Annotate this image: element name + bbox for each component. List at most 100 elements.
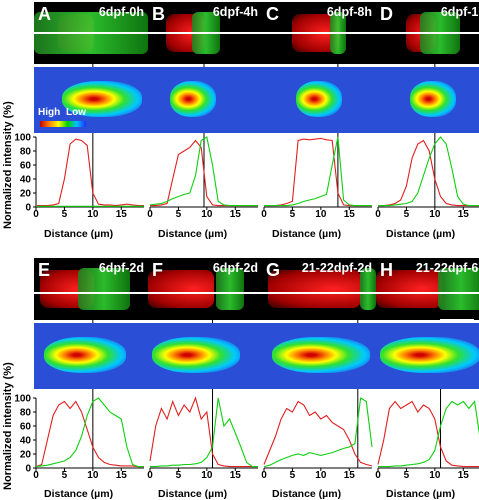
y-tick-label: 40 — [20, 175, 32, 186]
y-axis-label: Normalized intensity (%) — [2, 101, 14, 229]
x-tick-label: 0 — [147, 470, 153, 481]
x-tick-label: 15 — [458, 470, 470, 481]
red-intensity-line — [264, 137, 372, 207]
green-intensity-line — [263, 397, 373, 468]
red-intensity-line — [149, 396, 258, 468]
red-intensity-line — [378, 139, 479, 207]
x-axis-label: Distance (µm) — [44, 488, 114, 500]
green-intensity-line — [264, 136, 372, 207]
heatmap-signal — [380, 337, 479, 373]
y-tick-label: 100 — [14, 133, 31, 144]
y-tick-label: 100 — [14, 394, 31, 405]
red-intensity-line — [263, 400, 373, 467]
x-tick-label: 0 — [33, 470, 39, 481]
legend-high-label: High — [38, 107, 61, 118]
x-tick-label: 10 — [315, 209, 327, 220]
heatmap-signal — [170, 81, 216, 117]
x-tick-label: 15 — [344, 209, 356, 220]
x-axis-label: Distance (µm) — [386, 228, 456, 240]
x-tick-label: 10 — [201, 470, 213, 481]
profile-line — [376, 292, 479, 294]
red-intensity-line — [35, 400, 144, 468]
y-tick-label: 60 — [20, 161, 32, 172]
x-tick-label: 5 — [176, 470, 182, 481]
fluorescence-image: B 6dpf-4h — [148, 2, 262, 64]
fluorescence-image: C 6dpf-8h — [262, 2, 376, 64]
fluorescence-image: E 6dpf-2d — [34, 258, 148, 320]
y-axis-label: Normalized intensity (%) — [2, 362, 14, 490]
y-tick-label: 40 — [20, 436, 32, 447]
red-signal — [268, 270, 361, 308]
x-tick-label: 10 — [429, 470, 441, 481]
heatmap-color-legend — [40, 121, 86, 127]
x-tick-label: 5 — [290, 470, 296, 481]
x-tick-label: 5 — [404, 209, 410, 220]
profile-line — [148, 292, 262, 294]
panel-title: 6dpf-2d — [212, 261, 258, 275]
x-axis-label: Distance (µm) — [158, 228, 228, 240]
panel-title: 6dpf-1d — [440, 5, 479, 19]
panel-label: A — [38, 4, 51, 24]
heatmap-image: High Low — [34, 67, 148, 133]
heatmap-image — [376, 67, 479, 133]
y-tick-label: 0 — [25, 464, 31, 475]
green-signal — [360, 268, 376, 310]
x-tick-label: 5 — [404, 470, 410, 481]
x-axis-label: Distance (µm) — [272, 488, 342, 500]
x-tick-label: 15 — [116, 470, 128, 481]
panel-label: E — [38, 260, 51, 280]
heatmap-image — [148, 323, 262, 389]
x-tick-label: 5 — [62, 209, 68, 220]
fluorescence-image: G 21-22dpf-2d — [262, 258, 376, 320]
y-tick-label: 20 — [20, 189, 32, 200]
red-signal — [148, 270, 214, 308]
heatmap-image — [148, 67, 262, 133]
panel-title: 6dpf-0h — [98, 5, 144, 19]
y-tick-label: 80 — [20, 408, 32, 419]
fluorescence-image: H 21-22dpf-6d — [376, 258, 479, 320]
green-signal — [216, 268, 244, 310]
panel-title: 6dpf-8h — [326, 5, 372, 19]
y-tick-label: 60 — [20, 422, 32, 433]
heatmap-signal — [44, 337, 126, 373]
green-intensity-line — [150, 397, 258, 468]
x-tick-label: 15 — [458, 209, 470, 220]
green-signal — [438, 268, 479, 310]
x-axis-label: Distance (µm) — [272, 228, 342, 240]
panel-title: 21-22dpf-6d — [415, 261, 479, 275]
x-tick-label: 0 — [375, 209, 381, 220]
x-tick-label: 15 — [344, 470, 356, 481]
x-axis-label: Distance (µm) — [386, 488, 456, 500]
heatmap-image — [262, 323, 376, 389]
x-tick-label: 5 — [290, 209, 296, 220]
x-tick-label: 10 — [87, 470, 99, 481]
heatmap-image — [34, 323, 148, 389]
panel-title: 21-22dpf-2d — [301, 261, 372, 275]
x-tick-label: 0 — [33, 209, 39, 220]
profile-line — [34, 292, 148, 294]
heatmap-signal — [152, 337, 240, 373]
y-tick-label: 20 — [20, 450, 32, 461]
x-tick-label: 10 — [315, 470, 327, 481]
y-tick-label: 80 — [20, 147, 32, 158]
profile-line — [148, 32, 262, 34]
panel-label: B — [152, 4, 165, 24]
x-tick-label: 0 — [261, 209, 267, 220]
y-tick-label: 0 — [25, 203, 31, 214]
green-intensity-line — [378, 136, 479, 207]
fluorescence-image: D 6dpf-1d — [376, 2, 479, 64]
green-intensity-line — [149, 136, 258, 207]
x-tick-label: 10 — [87, 209, 99, 220]
green-intensity-line — [35, 397, 144, 468]
panel-label: C — [266, 4, 279, 24]
x-tick-label: 0 — [147, 209, 153, 220]
panel-label: G — [266, 260, 281, 280]
profile-line — [376, 32, 479, 34]
x-tick-label: 10 — [201, 209, 213, 220]
legend-low-label: Low — [66, 107, 86, 118]
x-axis-label: Distance (µm) — [158, 488, 228, 500]
panel-label: H — [380, 260, 393, 280]
green-signal — [78, 268, 130, 310]
fluorescence-image: F 6dpf-2d — [148, 258, 262, 320]
